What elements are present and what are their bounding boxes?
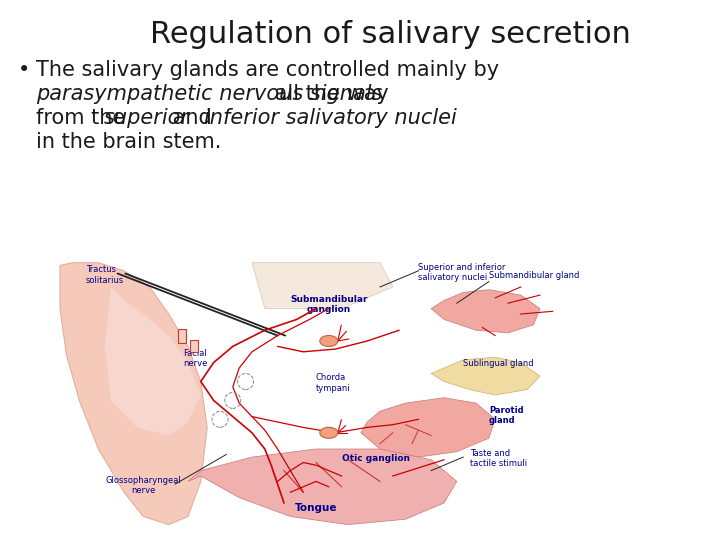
Ellipse shape	[320, 427, 338, 438]
Text: Submandibular gland: Submandibular gland	[489, 271, 579, 280]
Text: Tongue: Tongue	[294, 503, 337, 514]
Text: Taste and
tactile stimuli: Taste and tactile stimuli	[469, 449, 527, 468]
Text: Parotid
gland: Parotid gland	[489, 406, 523, 425]
Text: Tractus
solitarius: Tractus solitarius	[86, 265, 124, 285]
Text: in the brain stem.: in the brain stem.	[36, 132, 221, 152]
FancyBboxPatch shape	[190, 340, 199, 353]
Text: Superior and inferior
salivatory nuclei: Superior and inferior salivatory nuclei	[418, 262, 505, 282]
Text: inferior salivatory nuclei: inferior salivatory nuclei	[204, 108, 456, 128]
FancyBboxPatch shape	[178, 329, 186, 342]
Polygon shape	[60, 262, 207, 524]
Text: Otic ganglion: Otic ganglion	[341, 454, 410, 463]
Polygon shape	[188, 449, 456, 524]
Text: Glossopharyngeal
nerve: Glossopharyngeal nerve	[105, 476, 181, 495]
Text: Regulation of salivary secretion: Regulation of salivary secretion	[150, 20, 631, 49]
Polygon shape	[431, 357, 540, 395]
Polygon shape	[105, 287, 201, 435]
Text: The salivary glands are controlled mainly by: The salivary glands are controlled mainl…	[36, 60, 499, 80]
Text: Facial
nerve: Facial nerve	[183, 349, 207, 368]
Text: Submandibular
ganglion: Submandibular ganglion	[290, 295, 367, 314]
Polygon shape	[431, 289, 540, 333]
Text: parasympathetic nervous signals: parasympathetic nervous signals	[36, 84, 382, 104]
Text: and: and	[166, 108, 218, 128]
Polygon shape	[252, 262, 393, 308]
Text: from the: from the	[36, 108, 132, 128]
Text: superior: superior	[104, 108, 190, 128]
Text: •: •	[18, 60, 30, 80]
Ellipse shape	[320, 335, 338, 347]
Text: Chorda
tympani: Chorda tympani	[316, 373, 351, 393]
Text: all the way: all the way	[268, 84, 389, 104]
Polygon shape	[361, 397, 495, 457]
Text: Sublingual gland: Sublingual gland	[463, 359, 534, 368]
